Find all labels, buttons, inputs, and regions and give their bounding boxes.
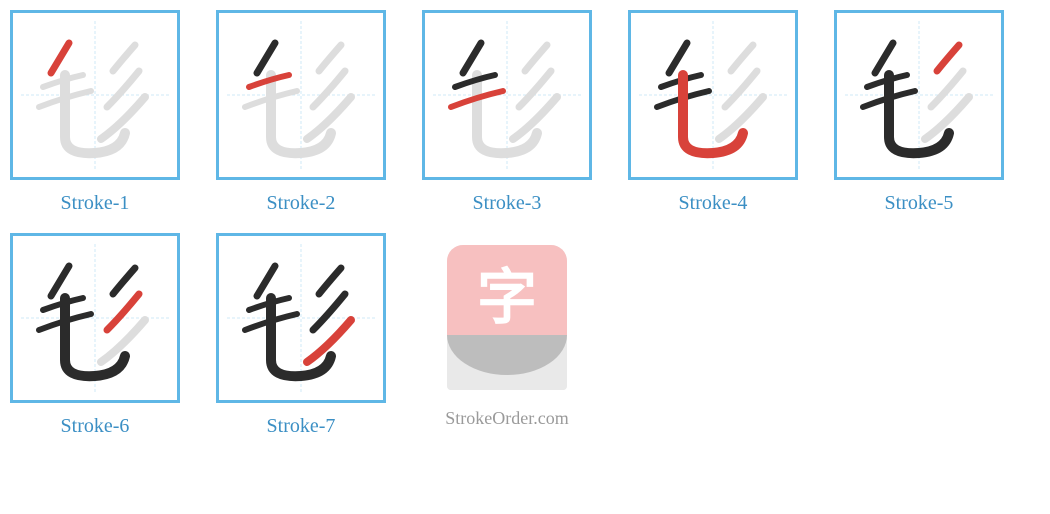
stroke-caption: Stroke-1 [61,192,130,215]
stroke-cell: Stroke-2 [216,10,386,215]
stroke-tile [834,10,1004,180]
stroke-caption: Stroke-6 [61,415,130,438]
glyph [13,13,177,177]
glyph [425,13,589,177]
stroke-caption: Stroke-7 [267,415,336,438]
stroke-caption: Stroke-2 [267,192,336,215]
stroke-caption: Stroke-3 [473,192,542,215]
stroke-cell: Stroke-5 [834,10,1004,215]
glyph [219,13,383,177]
stroke-tile [216,233,386,403]
glyph [13,236,177,400]
watermark-tip: .wm-tip::before{background:#bdbdbd;} [447,335,567,390]
stroke-caption: Stroke-4 [679,192,748,215]
watermark-icon: 字 .wm-tip::before{background:#bdbdbd;} [447,245,567,390]
watermark-cell: 字 .wm-tip::before{background:#bdbdbd;} S… [422,233,592,438]
glyph [631,13,795,177]
watermark-char: 字 [447,245,567,340]
glyph [219,236,383,400]
stroke-grid: Stroke-1 Stroke-2 Stroke-3 St [10,10,1040,438]
stroke-tile [10,10,180,180]
stroke-cell: Stroke-7 [216,233,386,438]
glyph [837,13,1001,177]
stroke-tile [10,233,180,403]
stroke-caption: Stroke-5 [885,192,954,215]
stroke-cell: Stroke-1 [10,10,180,215]
stroke-cell: Stroke-3 [422,10,592,215]
stroke-tile [216,10,386,180]
stroke-cell: Stroke-4 [628,10,798,215]
stroke-tile [422,10,592,180]
stroke-tile [628,10,798,180]
watermark-caption: StrokeOrder.com [445,408,568,429]
stroke-cell: Stroke-6 [10,233,180,438]
